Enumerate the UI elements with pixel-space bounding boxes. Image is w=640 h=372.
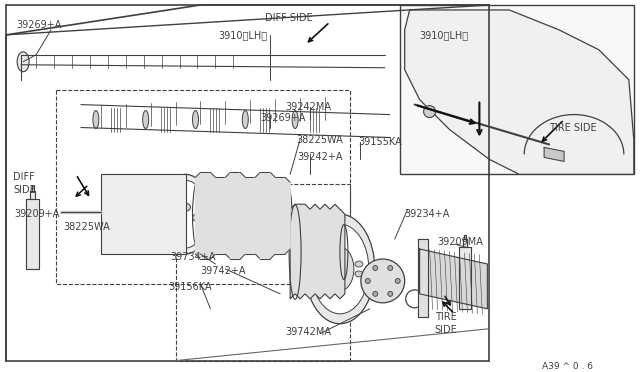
Ellipse shape xyxy=(164,180,207,248)
Ellipse shape xyxy=(93,110,99,128)
Ellipse shape xyxy=(424,106,436,118)
Ellipse shape xyxy=(236,224,245,234)
Ellipse shape xyxy=(336,256,344,262)
Text: DIFF SIDE: DIFF SIDE xyxy=(265,13,313,23)
Ellipse shape xyxy=(248,248,251,250)
Polygon shape xyxy=(460,247,472,309)
Text: TIRE: TIRE xyxy=(435,312,456,322)
Ellipse shape xyxy=(388,291,393,296)
Text: 39156KA: 39156KA xyxy=(168,282,212,292)
Bar xyxy=(56,90,350,284)
Ellipse shape xyxy=(388,266,393,270)
Polygon shape xyxy=(195,172,200,259)
Ellipse shape xyxy=(161,174,211,254)
Polygon shape xyxy=(463,239,467,247)
Ellipse shape xyxy=(180,203,191,211)
Polygon shape xyxy=(245,177,255,254)
Text: 39209+A: 39209+A xyxy=(14,209,60,219)
Ellipse shape xyxy=(311,224,369,314)
Polygon shape xyxy=(230,172,240,259)
Ellipse shape xyxy=(372,291,378,296)
Text: 39234+A: 39234+A xyxy=(404,209,450,219)
Ellipse shape xyxy=(143,110,148,128)
Polygon shape xyxy=(290,204,345,299)
Polygon shape xyxy=(275,177,285,254)
Polygon shape xyxy=(26,199,39,269)
Polygon shape xyxy=(101,174,186,254)
Text: 39209MA: 39209MA xyxy=(438,237,483,247)
Ellipse shape xyxy=(243,110,248,128)
Ellipse shape xyxy=(193,214,203,222)
Ellipse shape xyxy=(252,246,259,254)
Polygon shape xyxy=(465,235,467,239)
Text: 39242+A: 39242+A xyxy=(297,153,342,163)
Polygon shape xyxy=(255,172,260,259)
Polygon shape xyxy=(225,172,230,259)
Polygon shape xyxy=(404,10,634,174)
Ellipse shape xyxy=(248,250,251,252)
Bar xyxy=(400,5,634,174)
Ellipse shape xyxy=(305,214,375,324)
Text: 3910〈LH〉: 3910〈LH〉 xyxy=(218,30,268,40)
Ellipse shape xyxy=(259,251,261,253)
Ellipse shape xyxy=(259,247,261,249)
Text: 39155KA: 39155KA xyxy=(358,138,402,147)
Polygon shape xyxy=(240,172,245,259)
Polygon shape xyxy=(211,172,216,259)
Text: SIDE: SIDE xyxy=(13,185,36,195)
Text: 39742+A: 39742+A xyxy=(200,266,246,276)
Ellipse shape xyxy=(361,259,404,303)
Text: 39269+A: 39269+A xyxy=(260,113,306,122)
Polygon shape xyxy=(200,172,211,259)
Polygon shape xyxy=(260,172,270,259)
Text: DIFF: DIFF xyxy=(13,172,35,182)
Ellipse shape xyxy=(232,221,248,237)
Ellipse shape xyxy=(260,249,262,251)
Bar xyxy=(175,184,350,360)
Ellipse shape xyxy=(251,246,253,248)
Polygon shape xyxy=(216,177,225,254)
Ellipse shape xyxy=(365,278,371,283)
Ellipse shape xyxy=(372,266,378,270)
Ellipse shape xyxy=(292,110,298,128)
Ellipse shape xyxy=(355,261,363,267)
Ellipse shape xyxy=(255,246,258,247)
Ellipse shape xyxy=(193,110,198,128)
Text: SIDE: SIDE xyxy=(435,325,458,335)
Ellipse shape xyxy=(336,276,344,282)
Text: 38225WA: 38225WA xyxy=(296,135,343,145)
Polygon shape xyxy=(270,172,275,259)
Polygon shape xyxy=(544,147,564,161)
Text: 39742MA: 39742MA xyxy=(285,327,331,337)
Ellipse shape xyxy=(255,253,258,254)
Ellipse shape xyxy=(355,271,363,277)
Polygon shape xyxy=(285,177,290,254)
Text: A39 ^ 0 . 6: A39 ^ 0 . 6 xyxy=(542,362,593,371)
Ellipse shape xyxy=(317,261,325,267)
Polygon shape xyxy=(31,186,33,191)
Ellipse shape xyxy=(396,278,400,283)
Text: TIRE SIDE: TIRE SIDE xyxy=(549,122,596,132)
Polygon shape xyxy=(30,191,35,199)
Ellipse shape xyxy=(326,247,354,291)
Text: 39242MA: 39242MA xyxy=(285,102,331,112)
Ellipse shape xyxy=(17,52,29,72)
Text: 38225WA: 38225WA xyxy=(63,222,109,232)
Polygon shape xyxy=(418,239,428,317)
Text: 39269+A: 39269+A xyxy=(16,20,61,30)
Ellipse shape xyxy=(251,252,253,254)
Text: 3910〈LH〉: 3910〈LH〉 xyxy=(420,30,468,40)
Text: 39734+A: 39734+A xyxy=(171,252,216,262)
Polygon shape xyxy=(420,249,487,309)
Ellipse shape xyxy=(168,214,179,222)
Ellipse shape xyxy=(317,271,325,277)
